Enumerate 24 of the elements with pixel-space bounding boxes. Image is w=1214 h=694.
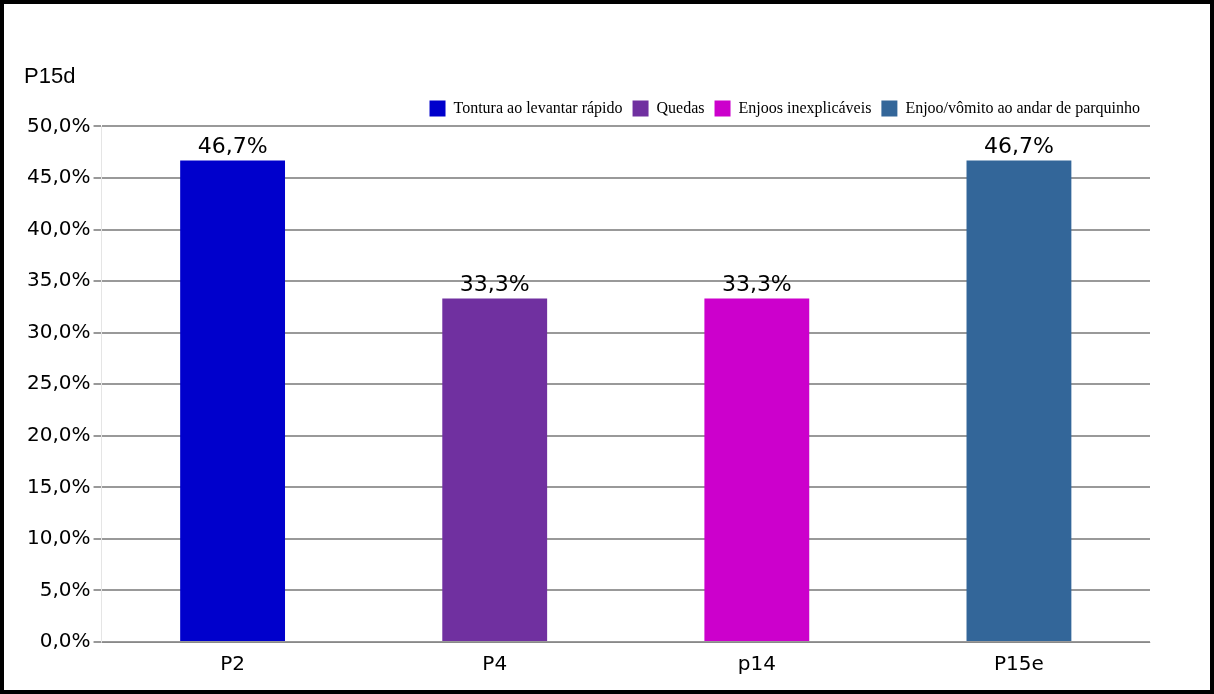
y-tick-label: 40,0% — [26, 215, 91, 240]
y-tick-label: 5,0% — [39, 576, 91, 601]
data-label: 33,3% — [721, 271, 792, 297]
y-tick-label: 15,0% — [26, 473, 91, 498]
y-tick-label: 20,0% — [26, 421, 91, 446]
x-tick-label: p14 — [737, 651, 776, 676]
y-tick-label: 25,0% — [26, 370, 91, 395]
x-tick-label: P2 — [220, 651, 245, 676]
y-tick-label: 0,0% — [39, 628, 91, 653]
data-label: 46,7% — [984, 133, 1054, 159]
x-tick-label: P15e — [994, 651, 1044, 676]
data-label: 46,7% — [197, 133, 268, 159]
y-tick-label: 35,0% — [26, 267, 91, 292]
y-tick-label: 50,0% — [26, 112, 91, 137]
x-tick-label: P4 — [482, 651, 508, 676]
legend-label: Enjoo/vômito ao andar de parquinho — [905, 98, 1140, 117]
y-tick-label: 10,0% — [26, 525, 91, 550]
chart-title: P15d — [24, 63, 76, 89]
legend-label: Quedas — [656, 98, 705, 116]
legend-label: Tontura ao levantar rápido — [453, 98, 623, 117]
data-label: 33,3% — [459, 271, 530, 297]
y-tick-label: 30,0% — [26, 318, 91, 343]
y-tick-label: 45,0% — [26, 164, 91, 189]
legend-label: Enjoos inexplicáveis — [738, 98, 872, 117]
